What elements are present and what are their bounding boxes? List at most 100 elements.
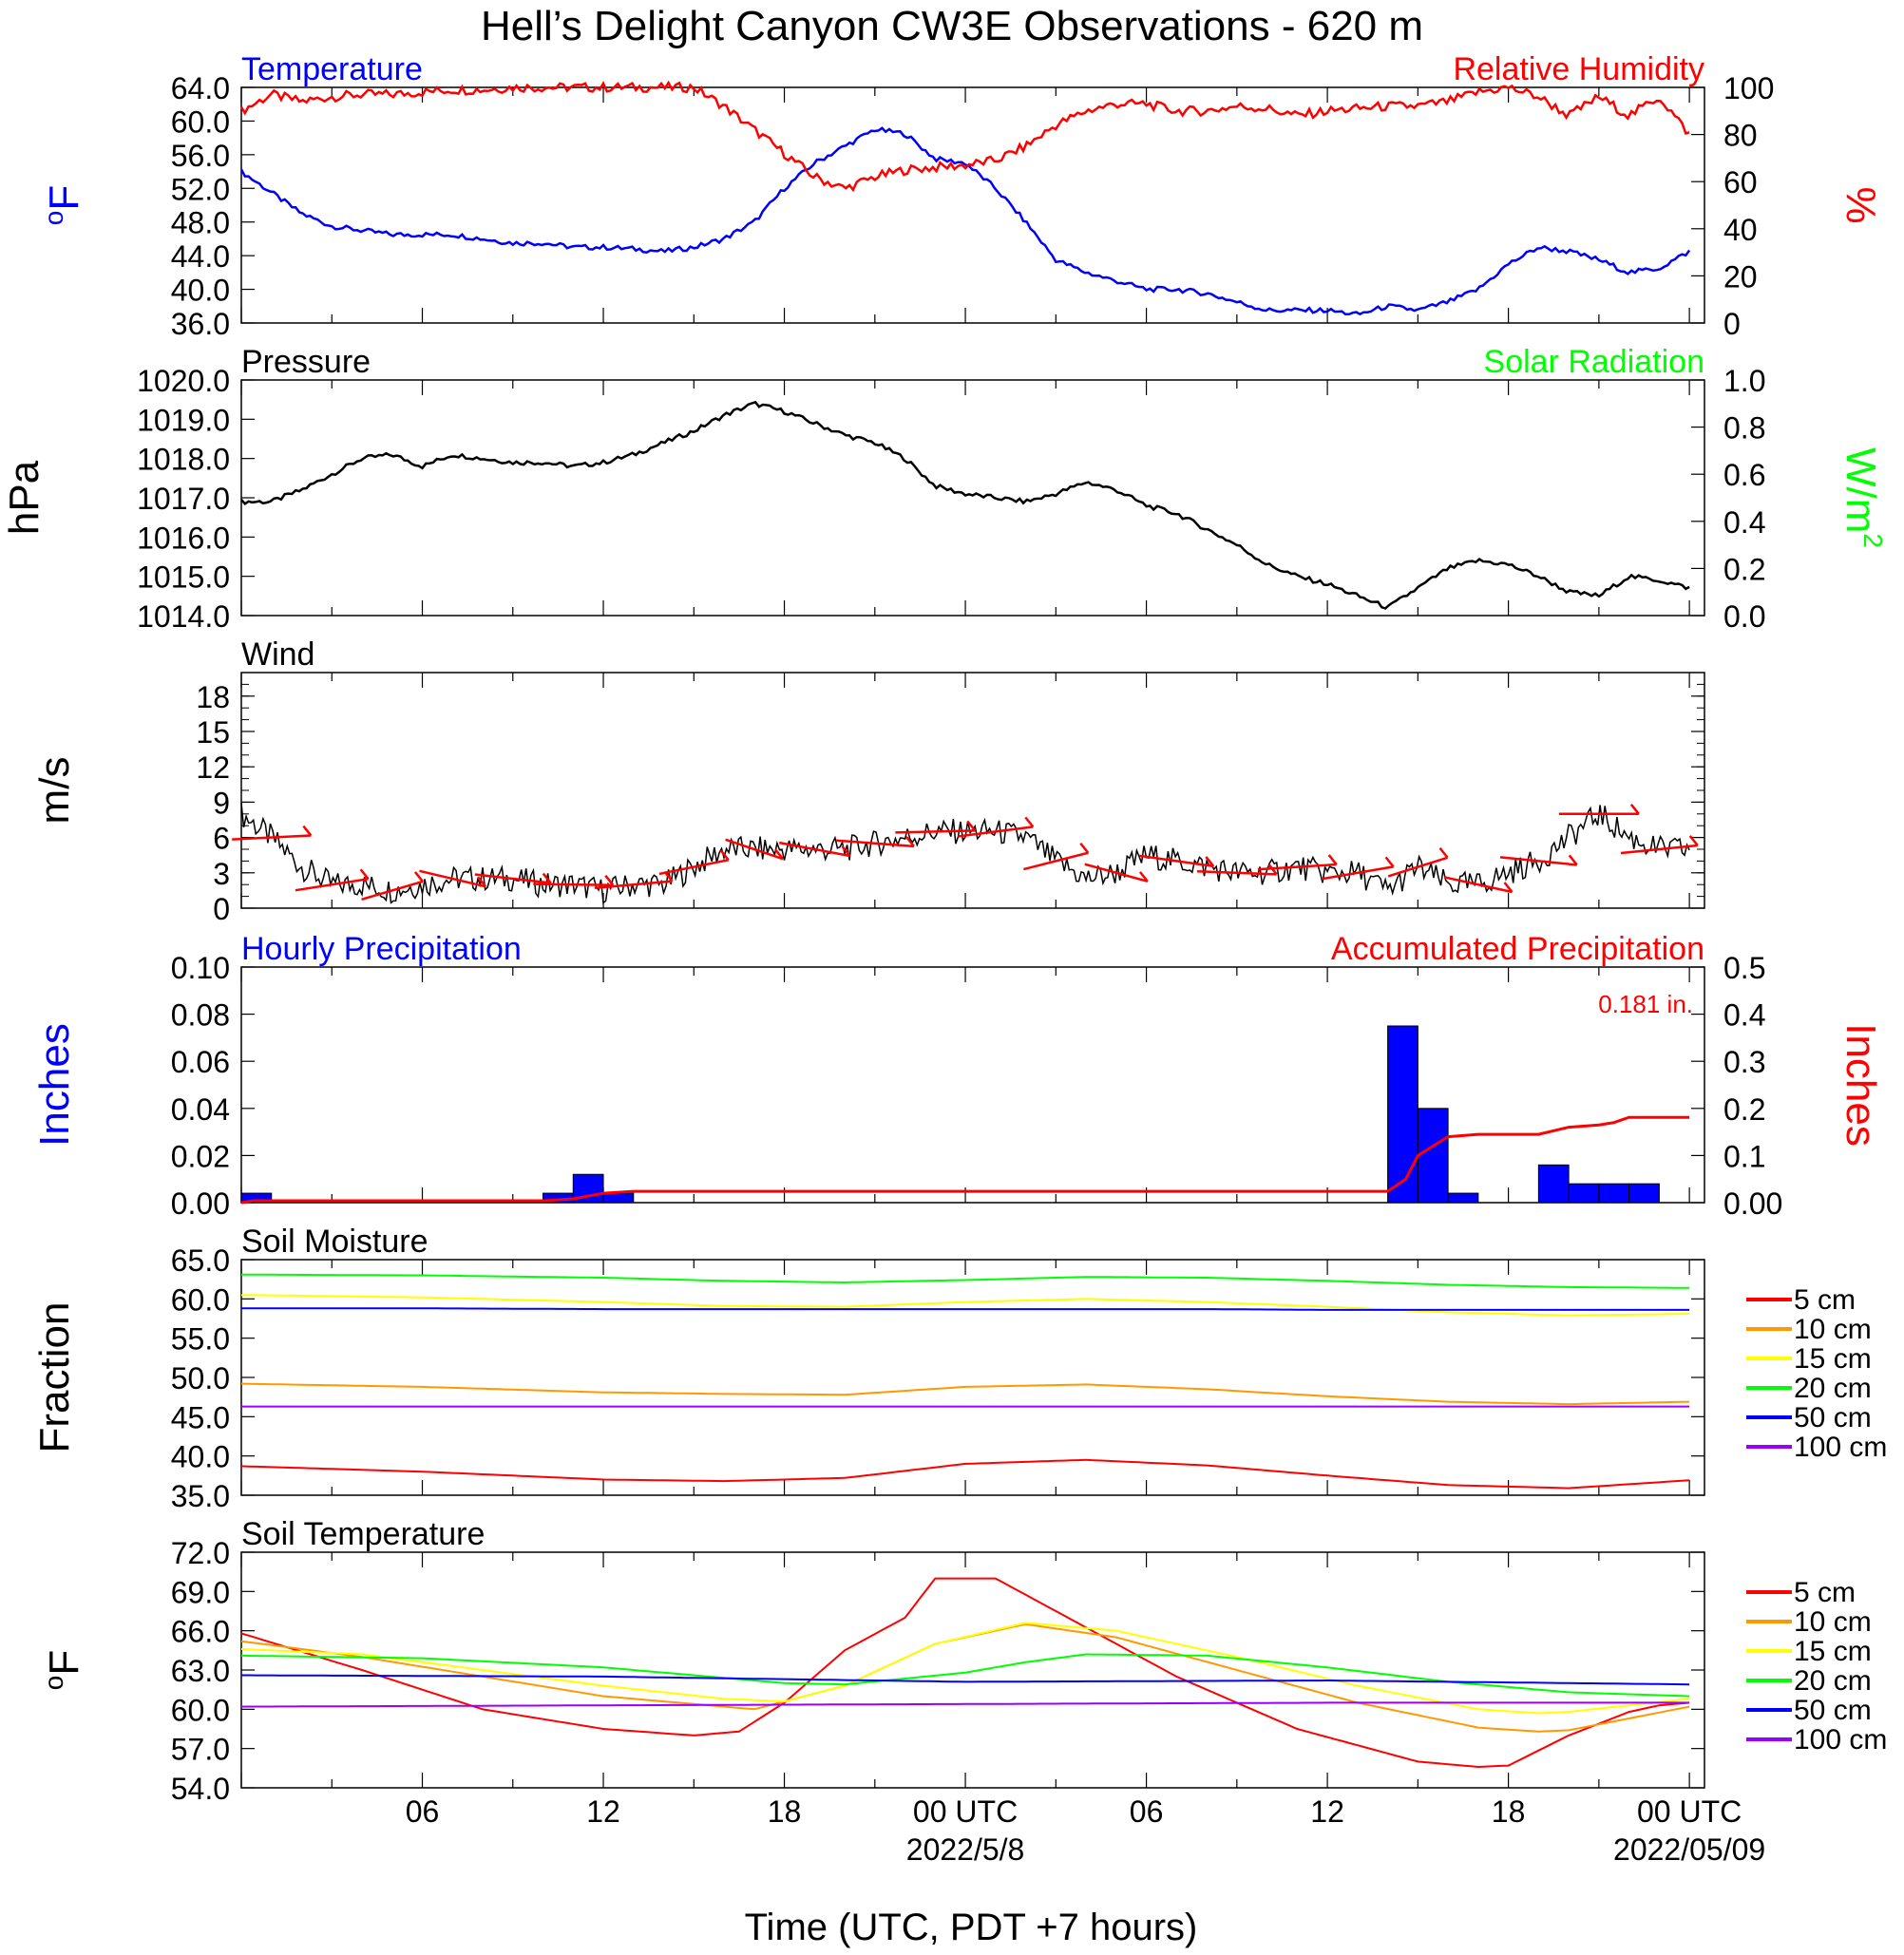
plot-frame [240, 966, 1705, 1204]
y-tick-label-left: 54.0 [171, 1772, 230, 1806]
panel-title-left: Temperature [241, 51, 423, 87]
y-tick-label-left: 0.06 [171, 1045, 230, 1079]
plot-frame [240, 672, 1705, 909]
y-tick-label-right: 0.5 [1723, 951, 1765, 985]
y-tick-label-left: 60.0 [171, 1693, 230, 1727]
y-tick-label-right: 1.0 [1723, 364, 1765, 398]
legend-label: 10 cm [1794, 1314, 1872, 1345]
y-tick-label-left: 1019.0 [137, 403, 230, 437]
unit-f: F [41, 185, 87, 211]
y-tick-label-left: 15 [196, 715, 230, 750]
y-tick-label-left: 1020.0 [137, 364, 230, 398]
panel-title-left: Hourly Precipitation [241, 931, 522, 967]
wind-barb-flag [1079, 842, 1090, 854]
wind-barb-flag [774, 848, 784, 860]
wind-barb [1257, 863, 1337, 871]
y-tick-label-left: 1018.0 [137, 443, 230, 477]
accumulated-precip-line [240, 1115, 1690, 1205]
y-tick-label-left: 63.0 [171, 1654, 230, 1688]
y-axis-label-left-text: oF [39, 185, 87, 225]
series-line-50-cm [241, 1307, 1690, 1311]
panel-title-left: Soil Moisture [241, 1224, 428, 1260]
y-axis-label-left-text: Fraction [31, 1302, 78, 1453]
y-tick-label-left: 1015.0 [137, 560, 230, 595]
y-tick-label-left: 35.0 [171, 1479, 230, 1513]
y-tick-label-left: 45.0 [171, 1400, 230, 1434]
wind-barb-flag [966, 820, 977, 832]
legend-label: 15 cm [1794, 1636, 1872, 1667]
series-line-15-cm [240, 1294, 1690, 1317]
y-tick-label-left: 40.0 [171, 274, 230, 308]
time-tick-label: 12 [1310, 1794, 1344, 1829]
precip-bar [1537, 1164, 1570, 1204]
y-tick-label-left: 1014.0 [137, 599, 230, 634]
y-tick-label-left: 6 [213, 822, 230, 856]
wind-barb [658, 859, 729, 876]
y-tick-label-left: 9 [213, 786, 230, 820]
precip-bar [572, 1173, 604, 1204]
wind-barb-flag [1327, 854, 1338, 865]
date-label: 2022/5/8 [906, 1832, 1025, 1867]
legend-label: 10 cm [1794, 1606, 1872, 1638]
y-tick-label-left: 60.0 [171, 104, 230, 139]
precip-bar [602, 1192, 635, 1204]
series-line-15-cm [240, 1622, 1690, 1715]
wind-barb [1321, 865, 1394, 881]
y-axis-label-right: W/m2 [1837, 447, 1888, 548]
precip-bar [1568, 1183, 1600, 1204]
plot-frame [240, 1259, 1705, 1496]
y-tick-label-right: 0 [1723, 307, 1741, 341]
plot-frame [240, 379, 1705, 617]
panel-title-right: Solar Radiation [1484, 344, 1704, 380]
y-tick-label-right: 0.0 [1723, 599, 1765, 634]
y-tick-label-left: 50.0 [171, 1361, 230, 1395]
time-tick-label: 00 UTC [913, 1794, 1018, 1829]
legend-label: 50 cm [1794, 1402, 1872, 1433]
wind-barb-flag [1138, 871, 1149, 883]
wind-barb-flag [1688, 835, 1699, 846]
y-axis-label-right-text: W/m2 [1837, 447, 1888, 548]
legend-label: 5 cm [1794, 1284, 1856, 1316]
y-tick-label-left: 18 [196, 680, 230, 714]
y-tick-label-right: 0.4 [1723, 998, 1765, 1033]
series-line-pressure [240, 400, 1690, 610]
wind-barb [1443, 876, 1513, 894]
series-line-10-cm [240, 1382, 1690, 1406]
y-tick-label-left: 0.00 [171, 1186, 230, 1221]
y-axis-label-right-text: Inches [1837, 1023, 1884, 1147]
legend-label: 20 cm [1794, 1373, 1872, 1404]
y-tick-label-left: 0.10 [171, 951, 230, 985]
wind-barb-flag [1024, 816, 1035, 828]
y-axis-label-left: Inches [31, 1023, 78, 1147]
y-tick-label-left: 36.0 [171, 307, 230, 341]
wind-barb [1197, 870, 1277, 876]
y-axis-label-right-text: % [1837, 186, 1884, 223]
wind-barb-flag [302, 825, 313, 837]
panel-6: 72.0 69.0 66.0 63.0 60.0 57.0 54.0 Soil Tempera… [39, 1516, 1887, 1806]
precip-bar [1387, 1025, 1418, 1204]
y-tick-label-right: 0.3 [1723, 1045, 1765, 1079]
series-line-5-cm [240, 1458, 1690, 1490]
wind-barb [1387, 856, 1448, 878]
y-tick-label-right: 60 [1723, 165, 1758, 199]
y-tick-label-left: 0.02 [171, 1139, 230, 1173]
y-tick-label-left: 1016.0 [137, 521, 230, 555]
y-tick-label-left: 44.0 [171, 239, 230, 274]
y-tick-label-right: 0.2 [1723, 552, 1765, 586]
y-tick-label-right: 0.1 [1723, 1139, 1765, 1173]
y-tick-label-left: 72.0 [171, 1536, 230, 1570]
wind-barb-flag [359, 868, 370, 881]
y-axis-label-left: Fraction [31, 1302, 78, 1453]
y-axis-label-left: m/s [31, 757, 78, 825]
series-line-20-cm [241, 1273, 1690, 1289]
y-axis-label-left-text: oF [39, 1650, 87, 1690]
plot-frame [240, 86, 1705, 324]
y-tick-label-right: 80 [1723, 119, 1758, 153]
y-tick-label-right: 0.8 [1723, 411, 1765, 446]
panel-2: 1020.0 1019.0 1018.0 1017.0 1016.0 1015.0 1014… [1, 344, 1888, 634]
degree-sign: o [39, 1676, 68, 1691]
wind-barb [835, 839, 914, 848]
